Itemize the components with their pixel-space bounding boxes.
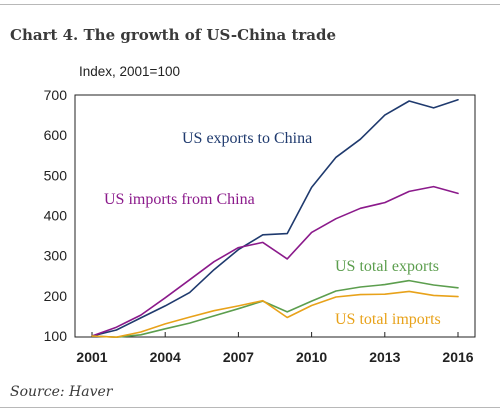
series-line-1 <box>91 99 459 337</box>
x-tick-label: 2016 <box>442 349 473 365</box>
labels-layer: US exports to China US imports from China… <box>104 130 441 328</box>
y-tick-label: 300 <box>44 248 68 264</box>
x-tick-label: 2001 <box>76 349 107 365</box>
y-tick-label: 600 <box>44 127 68 143</box>
y-tick-label: 700 <box>44 87 68 103</box>
chart-title: Chart 4. The growth of US-China trade <box>10 26 337 44</box>
series-line-3 <box>91 279 459 339</box>
x-tick-label: 2013 <box>369 349 400 365</box>
y-tick-label: 400 <box>44 208 68 224</box>
plot-frame <box>74 94 476 338</box>
lines-layer <box>91 99 459 339</box>
x-tick-label: 2010 <box>296 349 327 365</box>
axes-layer: Index, 2001=100 100 200 300 400 500 600 700 2001… <box>44 64 474 365</box>
x-tick-label: 2007 <box>223 349 254 365</box>
source-note: Source: Haver <box>10 384 113 400</box>
series-label-1: US exports to China <box>182 130 312 147</box>
series-line-4 <box>91 290 459 339</box>
series-line-2 <box>91 185 459 337</box>
y-axis-title: Index, 2001=100 <box>79 64 180 79</box>
y-tick-label: 100 <box>44 328 68 344</box>
y-tick-label: 500 <box>44 167 68 183</box>
series-label-2: US imports from China <box>104 191 255 208</box>
top-rule <box>0 4 500 5</box>
series-label-4: US total imports <box>335 311 441 328</box>
x-tick-label: 2004 <box>150 349 181 365</box>
series-label-3: US total exports <box>335 258 439 275</box>
bottom-rule <box>0 407 500 408</box>
y-tick-label: 200 <box>44 288 68 304</box>
